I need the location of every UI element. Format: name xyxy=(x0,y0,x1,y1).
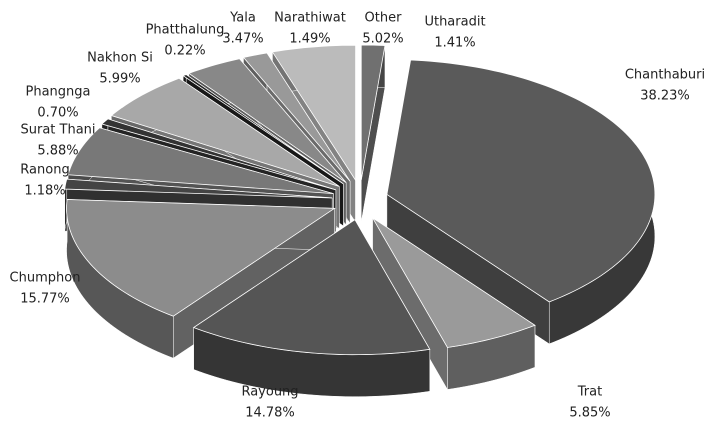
slice-label: Yala xyxy=(229,11,256,26)
slice-value-label: 38.23% xyxy=(640,89,690,104)
slice-label: Phatthalung xyxy=(146,23,225,38)
slice xyxy=(242,52,351,182)
slice-value-label: 0.22% xyxy=(164,44,205,59)
slice xyxy=(372,217,536,348)
slice xyxy=(67,127,334,195)
slice xyxy=(187,58,347,183)
slice-value-label: 15.77% xyxy=(20,292,70,307)
slice xyxy=(66,199,336,317)
slice-label: Phangnga xyxy=(26,85,91,100)
slice-label: Nakhon Si xyxy=(87,51,153,66)
slice-value-label: 5.02% xyxy=(362,32,403,47)
slice-label: Other xyxy=(365,11,403,26)
slice xyxy=(386,59,656,303)
slice-label: Surat Thani xyxy=(20,123,95,138)
slice-value-label: 3.47% xyxy=(222,32,263,47)
slice-value-label: 1.18% xyxy=(24,184,65,199)
slice-label: Trat xyxy=(577,385,602,400)
slice-value-label: 0.70% xyxy=(37,106,78,121)
slice xyxy=(64,178,333,199)
slice-label: Chanthaburi xyxy=(625,68,705,83)
slice-value-label: 5.99% xyxy=(99,72,140,87)
slice xyxy=(182,74,344,185)
slice xyxy=(110,77,340,187)
slice-label: Utharadit xyxy=(424,15,485,30)
slice-label: Ranong xyxy=(20,163,69,178)
slice xyxy=(192,219,431,356)
slice-value-label: 1.49% xyxy=(289,32,330,47)
slice-label: Narathiwat xyxy=(274,11,346,26)
slice-label: Rayoung xyxy=(241,385,298,400)
slice-value-label: 5.85% xyxy=(569,406,610,421)
slice-value-label: 1.41% xyxy=(434,36,475,51)
slice-label: Chumphon xyxy=(10,271,81,286)
slice-value-label: 5.88% xyxy=(37,144,78,159)
slice-value-label: 14.78% xyxy=(245,406,295,421)
slice xyxy=(360,44,386,181)
slice xyxy=(271,44,357,182)
slice xyxy=(101,118,336,191)
